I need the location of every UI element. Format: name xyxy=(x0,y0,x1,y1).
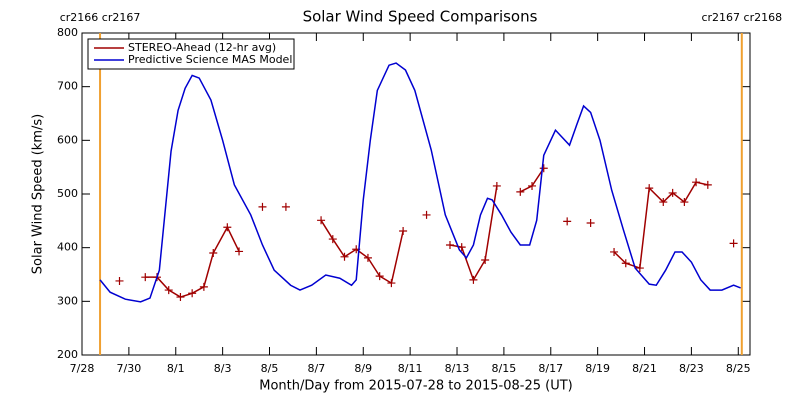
data-marker xyxy=(668,188,677,197)
data-marker xyxy=(692,178,701,187)
data-marker xyxy=(539,164,548,173)
y-tick-label: 300 xyxy=(57,294,78,307)
carrington-label: cr2166 cr2167 xyxy=(60,11,141,24)
data-marker xyxy=(164,286,173,295)
data-marker xyxy=(375,272,384,281)
legend-box xyxy=(87,38,295,70)
data-marker xyxy=(635,264,644,273)
data-marker xyxy=(610,247,619,256)
data-marker xyxy=(340,252,349,261)
y-tick-label: 200 xyxy=(57,348,78,361)
data-marker xyxy=(729,239,738,248)
x-tick-label: 8/1 xyxy=(167,362,185,375)
data-marker xyxy=(481,256,490,265)
series-line xyxy=(99,62,741,303)
x-tick-label: 7/30 xyxy=(117,362,142,375)
data-marker xyxy=(328,235,337,244)
x-tick-label: 8/19 xyxy=(585,362,610,375)
data-marker xyxy=(469,275,478,284)
data-marker xyxy=(258,202,267,211)
data-marker xyxy=(645,184,654,193)
x-tick-label: 8/25 xyxy=(726,362,751,375)
data-marker xyxy=(703,180,712,189)
data-marker xyxy=(176,293,185,302)
data-marker xyxy=(492,181,501,190)
plot-frame xyxy=(81,32,751,356)
legend-label: Predictive Science MAS Model xyxy=(128,53,292,66)
y-tick-label: 400 xyxy=(57,241,78,254)
data-marker xyxy=(445,240,454,249)
x-tick-label: 7/28 xyxy=(70,362,95,375)
y-tick-label: 600 xyxy=(57,133,78,146)
data-marker xyxy=(563,217,572,226)
data-marker xyxy=(516,187,525,196)
data-marker xyxy=(209,249,218,258)
carrington-label: cr2167 cr2168 xyxy=(701,11,782,24)
x-axis-label: Month/Day from 2015-07-28 to 2015-08-25 … xyxy=(259,379,572,394)
x-tick-label: 8/23 xyxy=(679,362,704,375)
data-marker xyxy=(317,216,326,225)
y-axis-label: Solar Wind Speed (km/s) xyxy=(31,114,46,274)
data-marker xyxy=(199,282,208,291)
data-marker xyxy=(235,247,244,256)
y-tick-label: 700 xyxy=(57,80,78,93)
data-marker xyxy=(621,259,630,268)
x-tick-label: 8/9 xyxy=(354,362,372,375)
data-marker xyxy=(223,223,232,232)
legend-label: STEREO-Ahead (12-hr avg) xyxy=(128,41,276,54)
data-marker xyxy=(399,227,408,236)
data-marker xyxy=(422,210,431,219)
x-tick-label: 8/5 xyxy=(261,362,279,375)
x-tick-label: 8/13 xyxy=(445,362,470,375)
y-tick-label: 500 xyxy=(57,187,78,200)
x-tick-label: 8/17 xyxy=(538,362,563,375)
x-tick-label: 8/11 xyxy=(398,362,423,375)
x-tick-label: 8/21 xyxy=(632,362,657,375)
data-marker xyxy=(188,289,197,298)
x-tick-label: 8/7 xyxy=(308,362,326,375)
data-marker xyxy=(141,273,150,282)
data-marker xyxy=(528,181,537,190)
chart-title: Solar Wind Speed Comparisons xyxy=(303,8,538,26)
data-marker xyxy=(115,276,124,285)
data-marker xyxy=(659,198,668,207)
data-marker xyxy=(363,253,372,262)
data-marker xyxy=(387,279,396,288)
y-tick-label: 800 xyxy=(57,26,78,39)
x-tick-label: 8/15 xyxy=(492,362,517,375)
data-marker xyxy=(680,198,689,207)
data-marker xyxy=(586,218,595,227)
x-tick-label: 8/3 xyxy=(214,362,232,375)
data-marker xyxy=(281,202,290,211)
